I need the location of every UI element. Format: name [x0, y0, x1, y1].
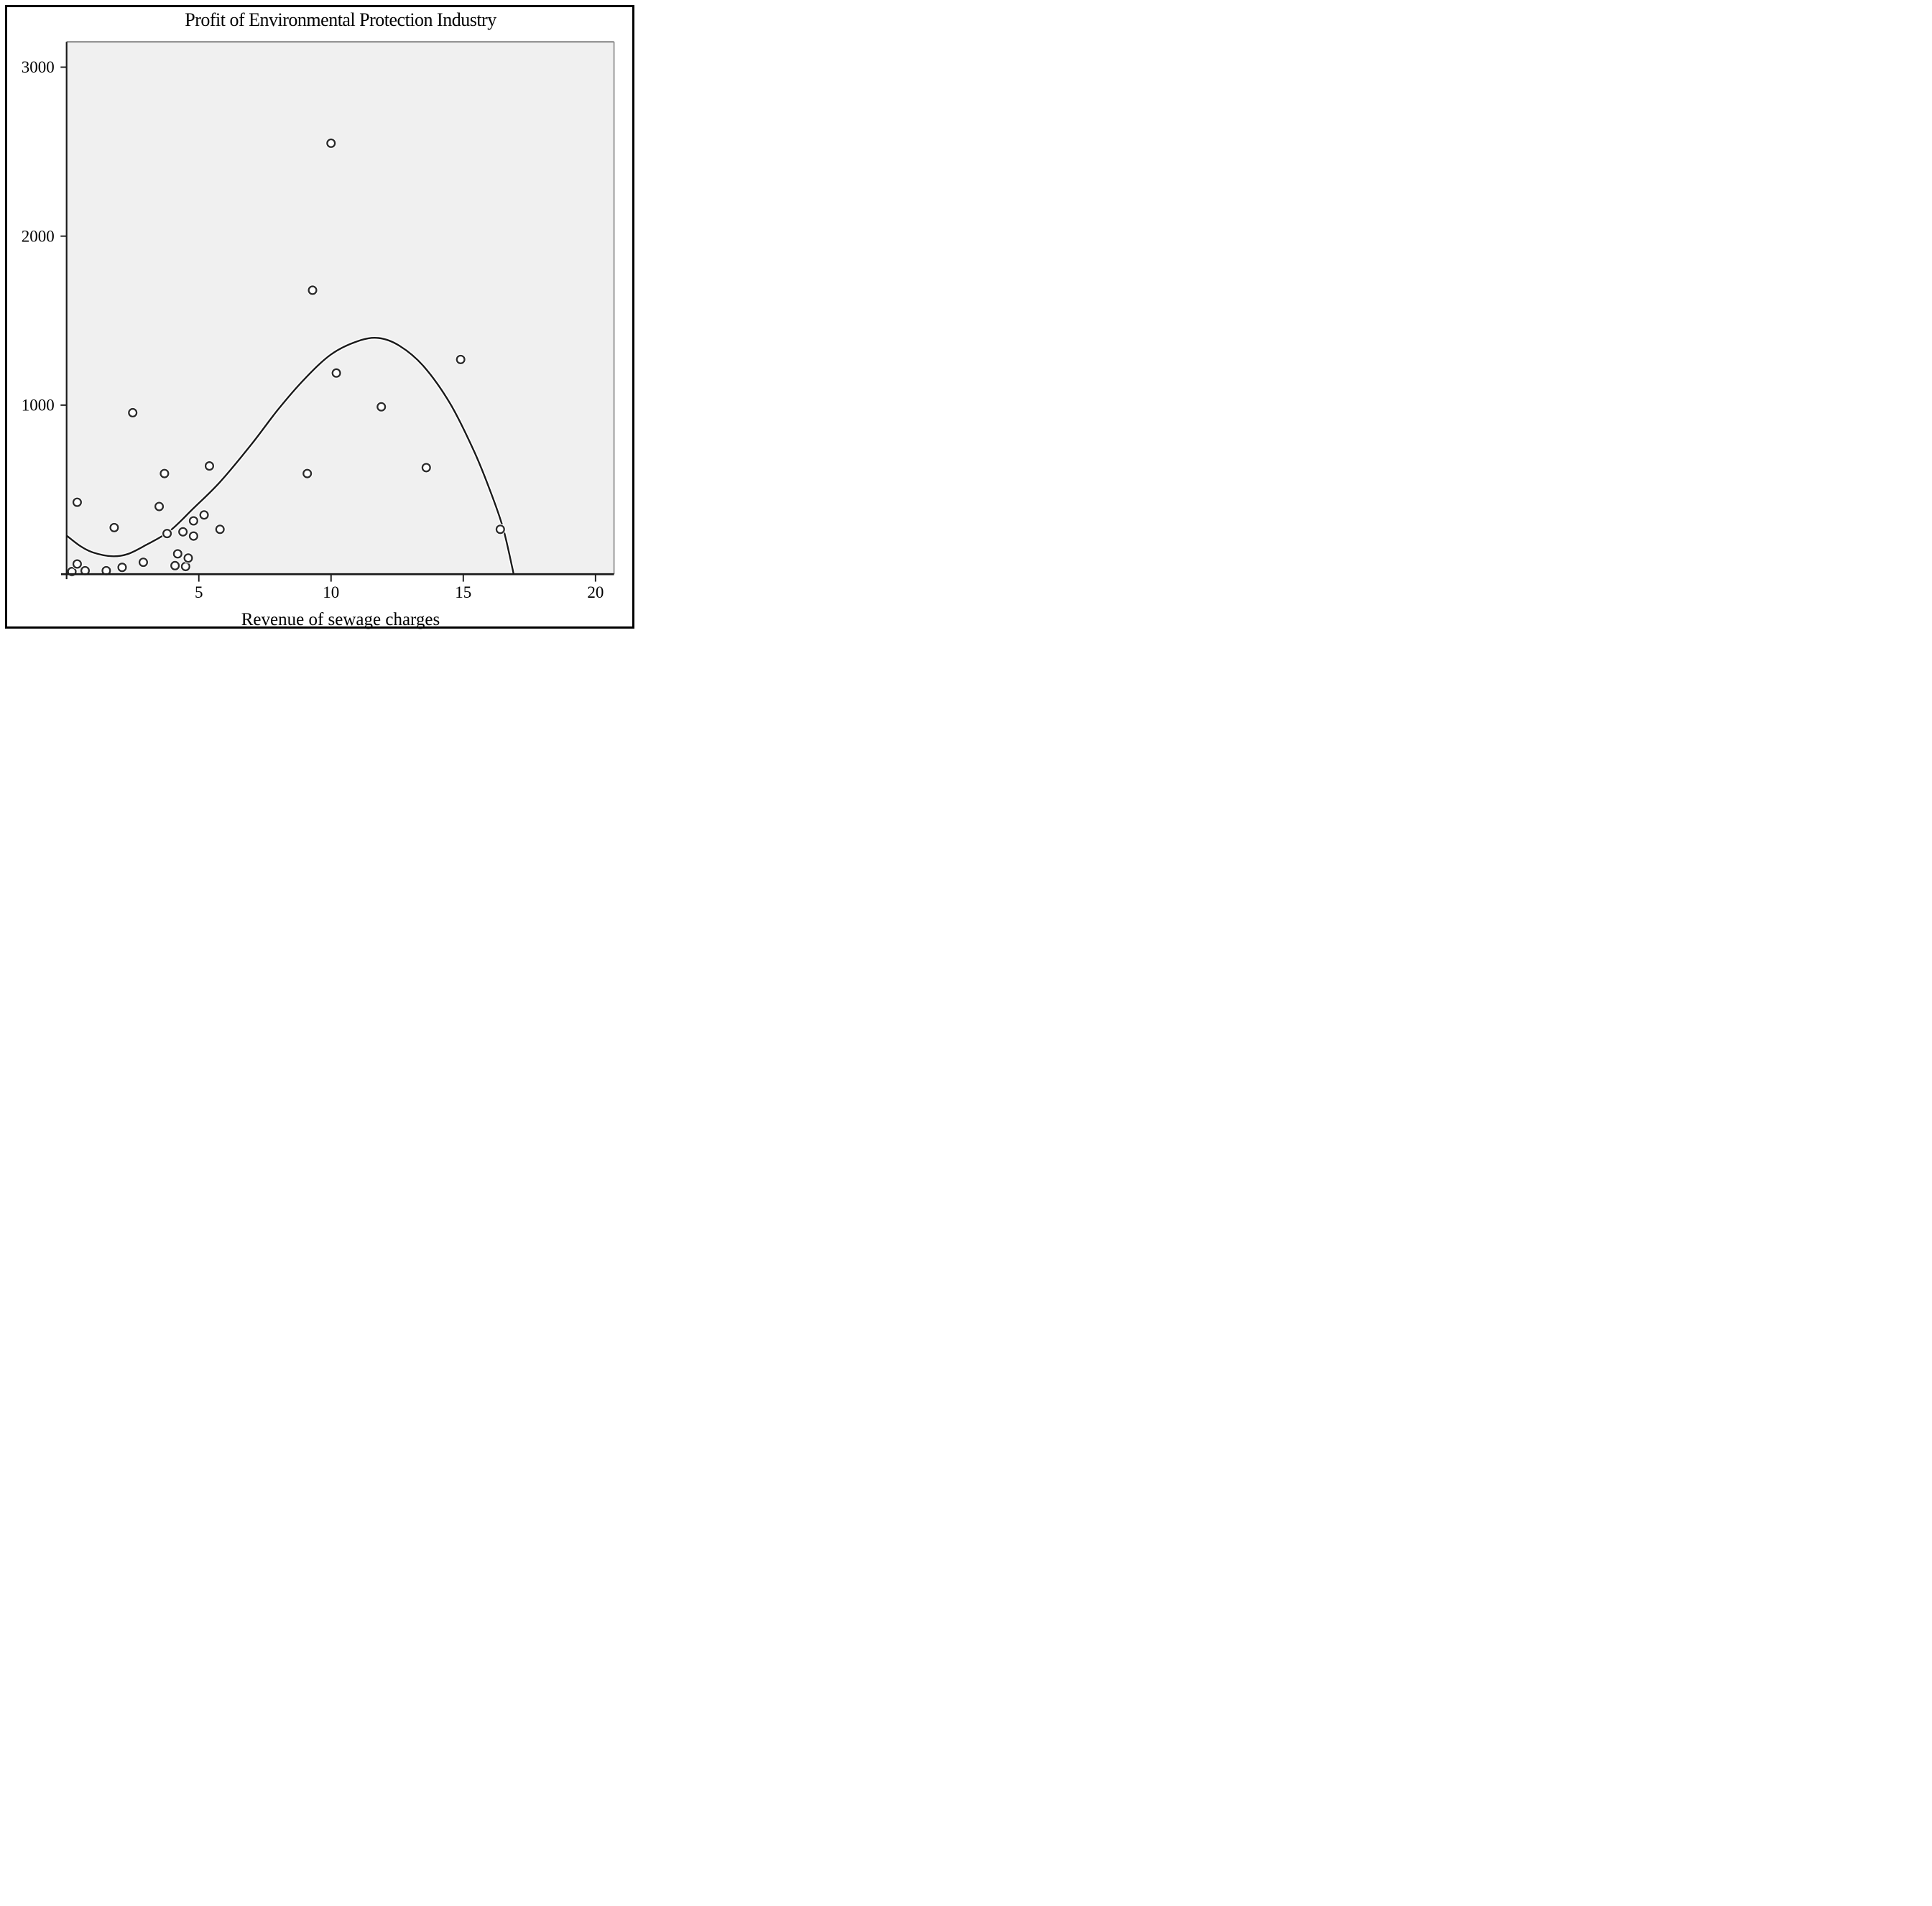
scatter-plot: 1000 2000 3000 5 10 15 20: [22, 41, 615, 601]
screenshot-page: Profit of Environmental Protection Indus…: [0, 0, 647, 638]
data-point: [215, 524, 225, 535]
data-point: [376, 402, 387, 412]
data-point: [421, 463, 431, 473]
data-point: [188, 531, 198, 541]
data-point: [109, 522, 119, 532]
data-point: [117, 563, 127, 573]
data-point: [154, 501, 165, 512]
x-tick-label: 5: [195, 583, 203, 601]
y-tick-label: 2000: [22, 227, 55, 245]
data-point: [302, 468, 313, 478]
data-point: [172, 549, 182, 559]
fit-curve-group: [66, 336, 516, 575]
x-tick-label: 15: [455, 583, 471, 601]
data-point: [204, 461, 215, 471]
y-tick-label: 1000: [22, 396, 55, 414]
data-point: [188, 516, 198, 526]
x-axis-title: Revenue of sewage charges: [241, 610, 440, 629]
data-point: [178, 527, 188, 537]
x-tick-label: 10: [323, 583, 339, 601]
y-tick-label: 3000: [22, 58, 55, 76]
data-point: [180, 561, 190, 572]
data-point: [308, 285, 318, 295]
data-point: [162, 529, 172, 539]
data-point: [326, 138, 336, 148]
data-point: [72, 559, 82, 569]
chart-title: Profit of Environmental Protection Indus…: [185, 9, 496, 30]
data-point: [160, 468, 170, 478]
data-point: [128, 407, 138, 418]
data-point: [170, 560, 180, 570]
fit-curve: [66, 337, 515, 575]
plot-area: [66, 42, 614, 575]
data-point: [199, 510, 209, 520]
data-points-group: [66, 137, 506, 578]
data-point: [72, 497, 82, 507]
data-point: [138, 558, 148, 568]
data-point: [495, 524, 505, 535]
x-tick-label: 20: [587, 583, 604, 601]
data-point: [456, 354, 466, 364]
data-point: [183, 553, 193, 563]
data-point: [331, 368, 341, 378]
